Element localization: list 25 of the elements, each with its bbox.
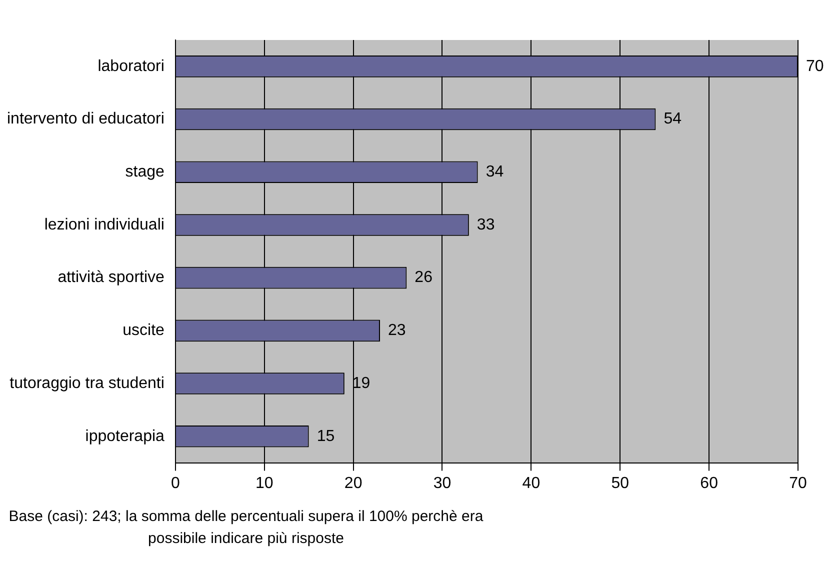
x-tick-label: 50 [611,474,630,492]
x-tick-label: 20 [344,474,362,492]
x-tick-label: 0 [170,474,180,492]
y-tick-label: stage [125,164,165,181]
data-label: 70 [806,58,824,75]
x-tick-label: 10 [255,474,274,492]
data-label: 23 [388,322,406,340]
data-label: 19 [352,374,370,392]
data-label: 26 [414,269,433,286]
y-tick-label: tutoraggio tra studenti [10,374,164,392]
y-tick-label: laboratori [98,58,164,75]
x-tick-label: 70 [789,474,807,492]
data-label: 15 [316,428,335,445]
x-tick-label: 60 [700,474,718,492]
y-tick-label: uscite [122,322,165,340]
y-tick-label: attività sportive [58,269,165,286]
data-label: 33 [476,216,495,234]
data-label: 34 [486,164,504,181]
x-tick-label: 40 [522,474,540,492]
y-tick-label: ippoterapia [85,428,165,445]
text: Base (casi): 243; la somma delle percentuali supera il 100% perchè era possibile indicare più risposte [8,507,484,549]
data-label: 54 [664,110,682,128]
x-tick-label: 30 [433,474,452,492]
y-tick-label: intervento di educatori [6,110,164,128]
y-tick-label: lezioni individuali [44,216,164,234]
